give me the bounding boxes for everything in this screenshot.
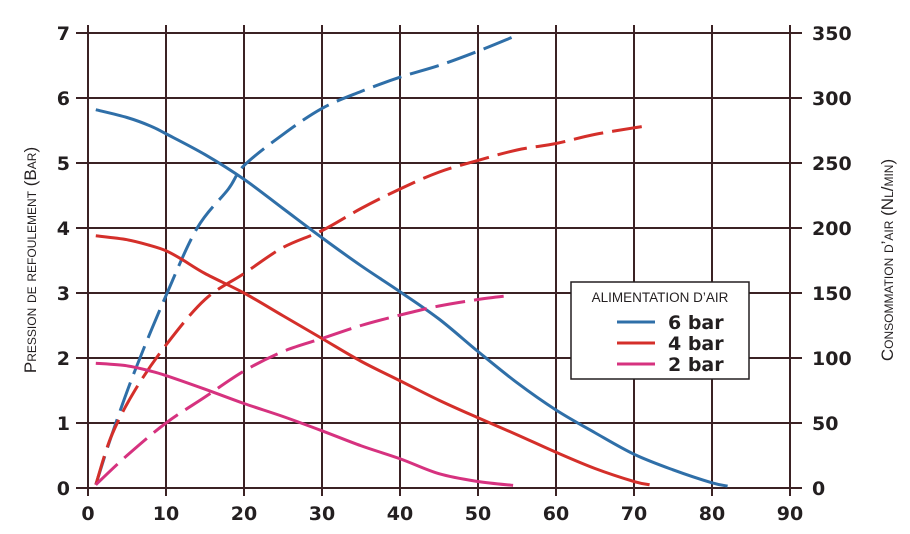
right-axis-label: Consommation d’air (Nl/min): [878, 159, 897, 361]
legend-item-label: 6 bar: [668, 312, 724, 334]
series-4-bar-consumption-line: [94, 125, 643, 486]
left-y-tick-labels: 0 1 2 3 4 5 6 7: [57, 23, 70, 500]
x-tick-label: 10: [153, 503, 179, 525]
left-y-tick-label: 6: [57, 88, 70, 110]
x-tick-label: 30: [309, 503, 335, 525]
left-y-tick-label: 4: [57, 218, 70, 240]
legend-title: ALIMENTATION D’AIR: [592, 290, 729, 305]
series-2-bar-consumption-line: [94, 294, 510, 486]
left-y-tick-label: 1: [57, 413, 70, 435]
series-lines: [94, 35, 728, 488]
legend-box: [570, 281, 750, 380]
series-6-bar-consumption-line: [94, 35, 514, 486]
x-tick-label: 40: [387, 503, 413, 525]
left-y-tick-label: 3: [57, 283, 70, 305]
x-tick-label: 20: [231, 503, 257, 525]
right-y-tick-label: 50: [812, 413, 838, 435]
legend-item-label: 4 bar: [668, 333, 724, 355]
right-y-tick-label: 150: [812, 283, 852, 305]
x-tick-label: 50: [465, 503, 491, 525]
right-y-tick-label: 300: [812, 88, 852, 110]
left-y-tick-label: 7: [57, 23, 70, 45]
right-y-tick-label: 250: [812, 153, 852, 175]
series-4-bar-pressure-line: [95, 234, 650, 487]
right-y-tick-label: 100: [812, 348, 852, 370]
x-tick-labels: 0 10 20 30 40 50 60 70 80 90: [81, 503, 803, 525]
right-y-tick-label: 200: [812, 218, 852, 240]
series-6-bar-pressure-line: [95, 108, 728, 488]
x-tick-label: 90: [777, 503, 803, 525]
x-tick-label: 0: [81, 503, 94, 525]
left-y-tick-label: 2: [57, 348, 70, 370]
legend-item-label: 2 bar: [668, 354, 724, 376]
right-y-tick-label: 350: [812, 23, 852, 45]
x-tick-label: 80: [699, 503, 725, 525]
series-2-bar-pressure-line: [95, 361, 514, 487]
left-y-tick-label: 0: [57, 478, 70, 500]
left-axis-label: Pression de refoulement (Bar): [21, 147, 40, 373]
x-tick-label: 70: [621, 503, 647, 525]
left-y-tick-label: 5: [57, 153, 70, 175]
right-y-tick-label: 0: [812, 478, 825, 500]
right-y-tick-labels: 0 50 100 150 200 250 300 350: [812, 23, 852, 500]
x-tick-label: 60: [543, 503, 569, 525]
